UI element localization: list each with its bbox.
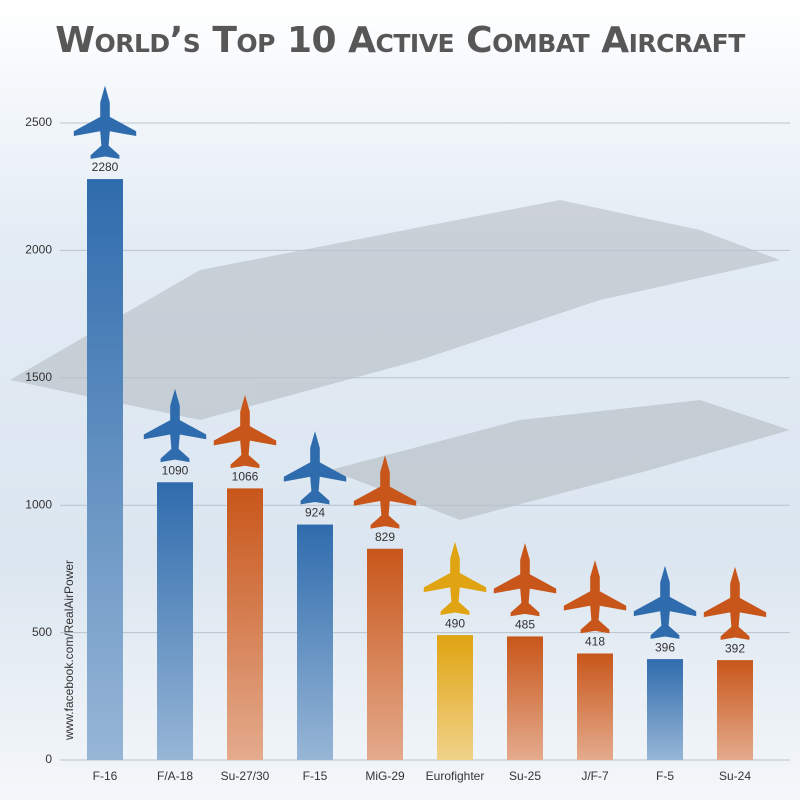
value-label: 392 <box>725 641 745 655</box>
y-tick-label: 1500 <box>25 370 52 384</box>
y-tick-label: 500 <box>32 625 52 639</box>
bar <box>157 482 193 760</box>
bar <box>87 179 123 760</box>
x-tick-label: MiG-29 <box>365 769 405 783</box>
x-tick-label: F/A-18 <box>157 769 193 783</box>
x-tick-label: Su-25 <box>509 769 541 783</box>
value-label: 2280 <box>92 160 119 174</box>
bar <box>367 548 403 760</box>
value-label: 1090 <box>162 463 189 477</box>
watermark: www.facebook.com/RealAirPower <box>62 560 76 741</box>
aircraft-icon <box>563 560 627 634</box>
bar <box>717 660 753 760</box>
bar <box>577 653 613 760</box>
aircraft-icon <box>423 541 487 615</box>
aircraft-icon <box>633 565 697 639</box>
x-tick-label: Su-24 <box>719 769 751 783</box>
aircraft-icon <box>73 85 137 159</box>
y-tick-label: 2000 <box>25 243 52 257</box>
y-tick-label: 1000 <box>25 497 52 511</box>
aircraft-icon <box>283 431 347 505</box>
aircraft-icon <box>143 388 207 463</box>
aircraft-icon <box>213 394 277 469</box>
y-tick-label: 2500 <box>25 115 52 129</box>
bar <box>227 488 263 760</box>
background-jets <box>10 200 790 520</box>
value-label: 396 <box>655 640 675 654</box>
value-label: 1066 <box>232 470 259 484</box>
aircraft-icon <box>353 455 417 529</box>
x-tick-label: Eurofighter <box>426 769 485 783</box>
y-tick-label: 0 <box>45 752 52 766</box>
x-tick-label: F-5 <box>656 769 674 783</box>
value-label: 924 <box>305 506 325 520</box>
x-tick-label: Su-27/30 <box>221 769 270 783</box>
x-tick-label: J/F-7 <box>581 769 609 783</box>
bar <box>297 524 333 760</box>
bar <box>647 659 683 760</box>
bar <box>507 636 543 760</box>
x-tick-label: F-16 <box>93 769 118 783</box>
chart-title: World’s Top 10 Active Combat Aircraft <box>55 20 745 61</box>
value-label: 485 <box>515 618 535 632</box>
value-label: 490 <box>445 616 465 630</box>
x-tick-label: F-15 <box>303 769 328 783</box>
value-label: 829 <box>375 530 395 544</box>
bar <box>437 635 473 760</box>
aircraft-icon <box>703 566 767 640</box>
aircraft-icon <box>493 543 557 617</box>
value-label: 418 <box>585 635 605 649</box>
